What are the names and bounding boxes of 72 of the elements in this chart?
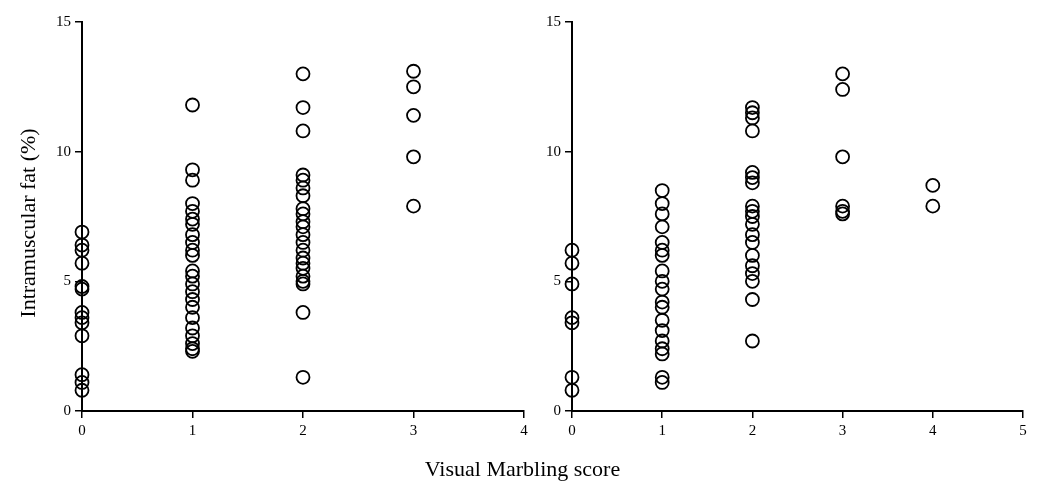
point bbox=[745, 100, 760, 115]
y-tick-label: 0 bbox=[63, 401, 71, 418]
point bbox=[745, 198, 760, 214]
x-tick-label: 0 bbox=[78, 421, 86, 438]
point bbox=[835, 66, 850, 82]
point bbox=[564, 382, 580, 398]
point bbox=[654, 263, 670, 279]
point bbox=[564, 242, 580, 258]
y-axis-title: Intramuscular fat (%) bbox=[15, 128, 41, 318]
point bbox=[745, 170, 760, 185]
point bbox=[654, 183, 670, 198]
point bbox=[745, 292, 760, 307]
point bbox=[835, 198, 850, 214]
point bbox=[745, 333, 760, 349]
point bbox=[654, 375, 670, 390]
point bbox=[654, 333, 670, 349]
x-tick-label: 1 bbox=[188, 421, 197, 438]
point bbox=[745, 203, 760, 219]
point bbox=[654, 281, 670, 297]
point bbox=[564, 315, 580, 331]
x-tick-label: 0 bbox=[568, 421, 576, 438]
point bbox=[654, 242, 670, 258]
point bbox=[654, 248, 670, 263]
point bbox=[745, 105, 760, 121]
point bbox=[925, 198, 941, 214]
point bbox=[835, 82, 850, 97]
point bbox=[835, 149, 850, 165]
point bbox=[745, 248, 760, 263]
x-tick-label: 5 bbox=[1019, 421, 1027, 438]
point bbox=[654, 323, 670, 339]
x-tick-label: 3 bbox=[409, 421, 418, 438]
point bbox=[654, 346, 670, 362]
point bbox=[745, 227, 760, 243]
point bbox=[564, 276, 580, 292]
y-tick-label: 15 bbox=[546, 12, 561, 29]
point bbox=[654, 196, 670, 211]
point bbox=[654, 206, 670, 222]
x-axis-title: Visual Marbling score bbox=[423, 456, 622, 482]
point bbox=[654, 235, 670, 250]
y-tick-label: 10 bbox=[546, 142, 561, 159]
point bbox=[564, 310, 580, 326]
point bbox=[745, 258, 760, 274]
point bbox=[745, 175, 760, 191]
x-tick-label: 2 bbox=[299, 421, 307, 438]
point bbox=[745, 123, 760, 139]
x-tick-label: 2 bbox=[748, 421, 757, 438]
point bbox=[745, 235, 760, 250]
y-tick-label: 10 bbox=[56, 142, 71, 159]
point bbox=[745, 110, 760, 126]
point bbox=[654, 273, 670, 289]
point bbox=[745, 273, 760, 289]
point bbox=[745, 216, 760, 232]
point bbox=[654, 219, 670, 235]
x-tick-label: 3 bbox=[838, 421, 847, 438]
y-tick-label: 5 bbox=[63, 272, 71, 289]
y-tick-label: 0 bbox=[553, 401, 561, 418]
x-tick-label: 4 bbox=[520, 421, 529, 438]
point bbox=[745, 266, 760, 281]
x-tick-label: 4 bbox=[929, 421, 938, 438]
point bbox=[745, 209, 760, 224]
point bbox=[654, 312, 670, 328]
point bbox=[564, 255, 580, 271]
point bbox=[654, 299, 670, 315]
x-tick-label: 1 bbox=[658, 421, 666, 438]
point bbox=[654, 369, 670, 385]
y-tick-label: 5 bbox=[553, 272, 561, 289]
point bbox=[925, 177, 941, 193]
y-tick-label: 15 bbox=[56, 12, 71, 29]
point bbox=[745, 165, 760, 180]
point bbox=[654, 294, 670, 310]
point bbox=[564, 369, 580, 385]
point bbox=[654, 341, 670, 357]
